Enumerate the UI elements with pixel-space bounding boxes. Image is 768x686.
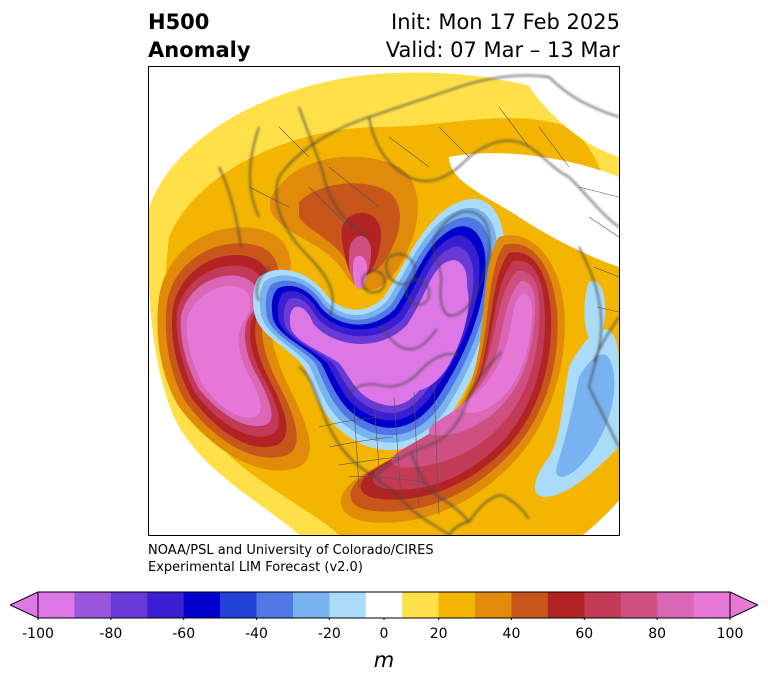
colorbar-tick-labels: -100 -80 -60 -40 -20 0 20 40 60 80 100 — [0, 626, 768, 646]
plot-title: H500 Anomaly — [148, 8, 251, 64]
colorbar-bin — [438, 592, 476, 618]
credit-line-1: NOAA/PSL and University of Colorado/CIRE… — [148, 543, 434, 558]
colorbar-bin — [329, 592, 367, 618]
colorbar-bin — [110, 592, 148, 618]
credit-line-2: Experimental LIM Forecast (v2.0) — [148, 560, 363, 575]
colorbar-bin — [183, 592, 221, 618]
positive-lobe-east-c5 — [428, 281, 536, 436]
colorbar-tick-label: 0 — [379, 626, 389, 642]
colorbar-unit-label: m — [373, 648, 395, 672]
init-date: Init: Mon 17 Feb 2025 — [391, 10, 620, 34]
borders — [248, 106, 619, 516]
anomaly-contours — [149, 72, 619, 535]
anomaly-map — [149, 72, 619, 535]
colorbar-bin — [693, 592, 731, 618]
colorbar-over-arrow — [729, 591, 758, 619]
colorbar-bin — [38, 592, 75, 618]
colorbar-bin — [547, 592, 585, 618]
colorbar-bin — [475, 592, 512, 618]
positive-lobe-east-max — [462, 293, 533, 413]
forecast-dates: Init: Mon 17 Feb 2025 Valid: 07 Mar – 13… — [386, 8, 620, 64]
neutral-arctic-2 — [529, 82, 619, 157]
positive-lobe-west-max — [186, 286, 261, 418]
negative-far-east — [584, 281, 606, 341]
negative-east-inner — [556, 354, 615, 477]
colorbar-ticks — [37, 618, 731, 620]
colorbar-bin — [256, 592, 294, 618]
credit-text: NOAA/PSL and University of Colorado/CIRE… — [148, 542, 434, 576]
title-line-anomaly: Anomaly — [148, 38, 251, 62]
colorbar-tick-label: 20 — [429, 626, 448, 642]
colorbar-tick-label: -40 — [245, 626, 268, 642]
colorbar-bin — [147, 592, 185, 618]
colorbar-bin — [657, 592, 695, 618]
map-panel — [148, 66, 620, 536]
colorbar-bin — [74, 592, 112, 618]
positive-lobe-east-c4 — [391, 270, 540, 468]
valid-date-range: Valid: 07 Mar – 13 Mar — [385, 38, 620, 62]
colorbar-tick-label: -80 — [99, 626, 123, 642]
colorbar-bin — [620, 592, 658, 618]
colorbar-tick-label: 100 — [716, 626, 744, 642]
colorbar-tick-label: 40 — [502, 626, 521, 642]
colorbar-bin — [402, 592, 440, 618]
positive-lobe-north-top — [353, 255, 367, 289]
colorbar-under-arrow — [10, 591, 39, 619]
colorbar-bins — [38, 592, 731, 618]
colorbar-bin — [365, 592, 403, 618]
colorbar-tick-label: -20 — [317, 626, 341, 642]
colorbar-bin — [511, 592, 549, 618]
colorbar-tick-label: -60 — [172, 626, 196, 642]
colorbar-bin — [220, 592, 258, 618]
colorbar-tick-label: 80 — [648, 626, 667, 642]
title-line-h500: H500 — [148, 10, 210, 34]
colorbar-tick-label: -100 — [22, 626, 54, 642]
colorbar-bin — [584, 592, 622, 618]
colorbar-bin — [292, 592, 330, 618]
neutral-arctic — [449, 153, 619, 267]
colorbar-tick-label: 60 — [575, 626, 594, 642]
colorbar — [10, 591, 758, 620]
